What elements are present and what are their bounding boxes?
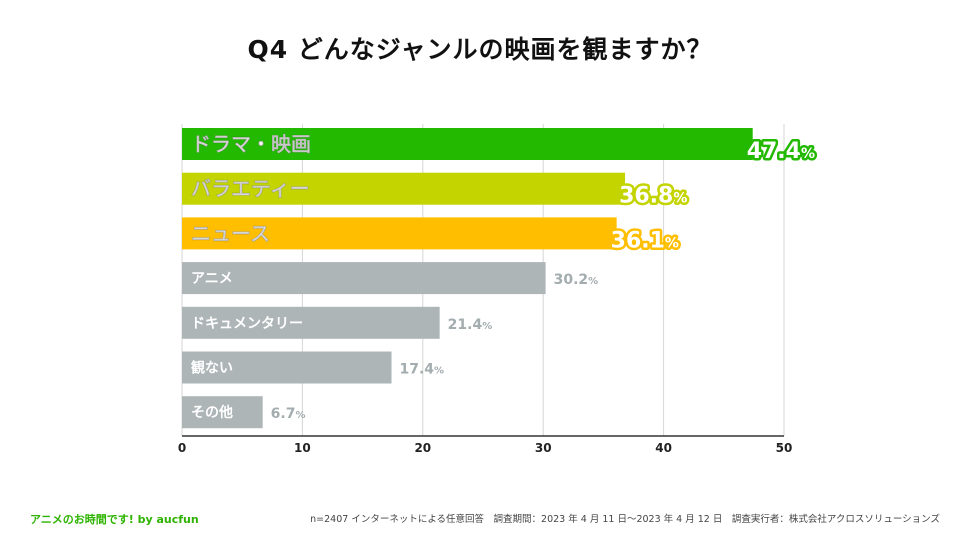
bar [182, 172, 626, 205]
bar [182, 262, 546, 295]
value-label: 47.4% [747, 139, 815, 164]
value-label: 21.4% [448, 317, 493, 333]
bar [182, 351, 392, 384]
category-label: 観ない [191, 360, 233, 377]
category-label: バラエティー [191, 177, 310, 201]
value-label: 30.2% [554, 272, 599, 288]
category-label: アニメ [191, 271, 233, 287]
chart-title: Q4 どんなジャンルの映画を観ますか？ [247, 35, 713, 64]
bar [182, 128, 753, 160]
bar-chart: 0 10 20 30 40 50 ドラマ・映画 47.4% バラエティー 36.8% ニュース 36.… [178, 124, 818, 455]
x-tick-label: 50 [776, 441, 793, 455]
bar [182, 217, 617, 250]
x-tick-label: 30 [535, 441, 552, 455]
x-tick-label: 10 [294, 441, 311, 455]
x-tick-label: 40 [655, 441, 672, 455]
footer-brand: アニメのお時間です! by aucfun [30, 513, 199, 526]
value-label: 17.4% [399, 362, 444, 378]
category-label: ドラマ・映画 [191, 132, 311, 156]
value-label: 36.8% [619, 184, 687, 209]
footer-note: n=2407 インターネットによる任意回答 調査期間：2023 年 4 月 11… [310, 514, 940, 525]
x-tick-label: 20 [414, 441, 431, 455]
bar [182, 396, 263, 429]
value-label: 6.7% [271, 406, 306, 422]
category-label: ドキュメンタリー [191, 316, 303, 332]
category-label: ニュース [191, 221, 270, 245]
bar [182, 306, 440, 339]
category-label: その他 [191, 404, 233, 421]
value-label: 36.1% [611, 228, 679, 253]
x-tick-label: 0 [178, 441, 186, 455]
